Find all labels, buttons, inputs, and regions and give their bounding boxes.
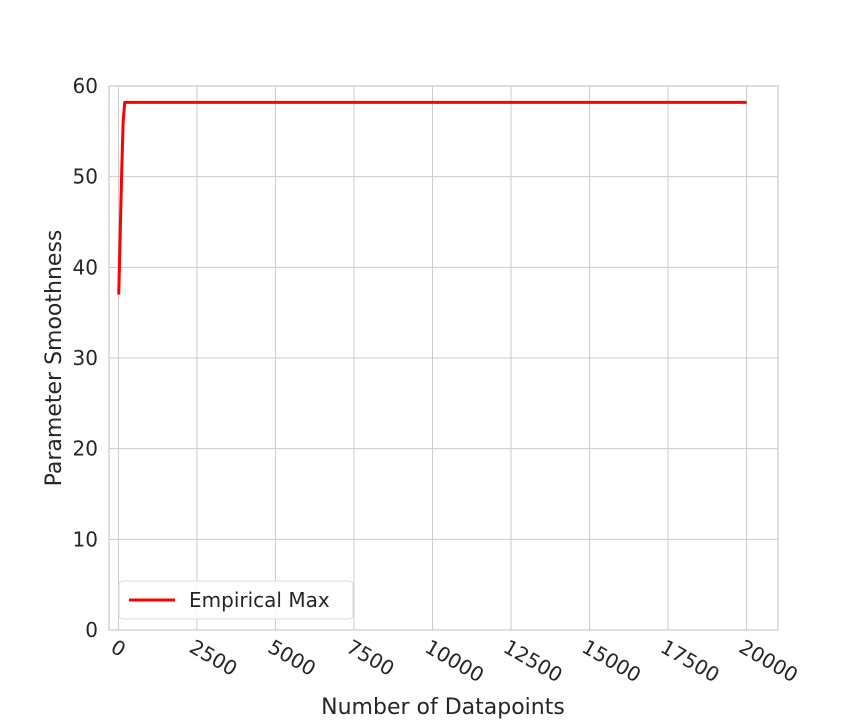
y-tick-label: 50: [73, 165, 98, 189]
plot-area-frame: [108, 85, 779, 631]
y-tick-labels: 0 10 20 30 40 50 60: [73, 74, 98, 642]
y-tick-label: 60: [73, 74, 98, 98]
y-axis-label: Parameter Smoothness: [42, 230, 67, 487]
series-lines: [117, 100, 747, 295]
y-tick-label: 10: [73, 527, 98, 551]
y-tick-label: 0: [85, 618, 98, 642]
legend-box: [118, 580, 354, 620]
y-tick-label: 20: [73, 437, 98, 461]
y-tick-label: 40: [73, 255, 98, 279]
x-axis-label: Number of Datapoints: [321, 695, 565, 720]
legend-label: Empirical Max: [189, 588, 330, 612]
series-line-empirical-max: [117, 100, 747, 295]
y-tick-label: 30: [73, 346, 98, 370]
legend: Empirical Max: [118, 580, 354, 620]
